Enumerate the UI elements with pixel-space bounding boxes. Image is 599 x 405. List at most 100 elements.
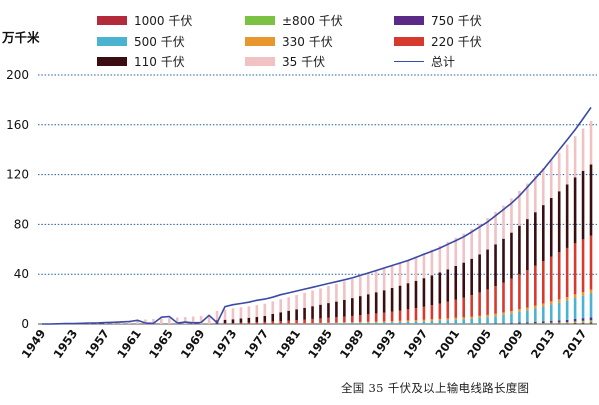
bar-2000-series-5 [446,301,450,319]
bar-2005-series-7 [486,218,489,250]
bar-1965-series-7 [168,318,171,324]
chart-caption: 全国 35 千伏及以上输电线路长度图 [341,381,530,395]
legend-item-35kv: 35 千伏 [245,53,325,69]
x-tick-label-1997: 1997 [401,327,431,361]
y-tick-label-120: 120 [6,168,29,182]
bar-1972-series-5 [223,323,227,324]
bar-1973-series-7 [231,308,235,320]
bar-1979-series-6 [279,312,283,322]
bar-2006-series-7 [494,211,497,245]
bar-1986-series-5 [335,317,338,323]
bar-2011-series-5 [534,265,537,306]
bar-2001-series-4 [454,317,458,320]
bar-2009-series-7 [518,190,521,226]
bar-2011-series-6 [534,212,537,266]
bar-2004-series-3 [478,317,481,324]
bar-1967-series-7 [183,317,187,324]
bar-2002-series-6 [462,262,466,298]
legend-item-total: 总计 [394,53,455,69]
bar-1995-series-7 [406,259,410,284]
bar-1990-series-7 [366,273,370,295]
legend-item-330kv: 330 千伏 [245,33,333,49]
bar-2016-series-3 [573,297,577,319]
x-tick-label-1981: 1981 [273,327,303,361]
bar-2002-series-4 [462,317,466,320]
legend-item-800kv: ±800 千伏 [245,12,343,28]
bar-2008-series-2 [510,323,513,324]
bar-1994-series-6 [398,285,402,311]
bar-2009-series-3 [518,311,521,323]
bar-2017-series-3 [581,295,585,319]
bar-1989-series-6 [358,296,362,316]
bar-2014-series-3 [557,302,561,321]
bar-2007-series-2 [502,323,505,324]
total-line [42,106,592,325]
bar-1995-series-6 [406,283,410,310]
bar-1993-series-5 [390,311,394,322]
bar-1989-series-5 [358,315,362,322]
bar-1990-series-6 [366,294,370,315]
bar-1962-series-7 [144,319,147,324]
bar-1991-series-7 [374,271,378,293]
bar-1992-series-3 [382,322,386,324]
bar-1988-series-4 [351,322,354,324]
bar-2009-series-4 [518,309,521,312]
bar-1991-series-3 [374,322,378,324]
bar-2011-series-2 [534,321,537,324]
bar-2016-series-0 [573,323,577,324]
bar-2003-series-6 [470,258,473,296]
y-tick-label-40: 40 [14,267,29,281]
bar-1987-series-4 [343,322,346,324]
bar-1997-series-3 [422,321,426,324]
bar-1999-series-3 [438,320,442,324]
x-tick-label-1985: 1985 [305,327,335,361]
bar-1982-series-6 [303,307,306,320]
bar-2014-series-2 [557,320,561,323]
bar-2013-series-3 [549,304,553,321]
bar-2012-series-2 [541,321,545,324]
bar-1996-series-5 [414,308,418,321]
bar-2011-series-3 [534,308,537,322]
bar-2016-series-5 [573,243,577,295]
bar-1993-series-6 [390,287,394,312]
bar-2018-series-5 [589,235,593,290]
bar-2013-series-6 [549,198,553,257]
bar-2018-series-0 [589,322,593,324]
legend-swatch-800kv [245,15,275,25]
bar-1983-series-6 [311,306,314,319]
bar-1994-series-7 [398,262,402,286]
bar-1978-series-5 [271,321,275,324]
bar-2003-series-7 [470,229,473,259]
bar-1975-series-7 [247,306,251,318]
bar-2015-series-1 [565,322,569,324]
bar-1996-series-7 [414,256,418,281]
bar-2003-series-3 [470,318,473,324]
bar-2012-series-3 [541,306,545,322]
bar-2006-series-6 [494,244,497,287]
bar-2016-series-6 [573,177,577,244]
legend-swatch-330kv [245,36,275,46]
x-tick-label-2005: 2005 [464,327,494,361]
legend-swatch-35kv [245,56,275,66]
bar-2006-series-3 [494,316,497,324]
bar-1974-series-6 [239,318,243,323]
bar-2017-series-5 [581,239,585,293]
bar-1994-series-4 [398,320,402,323]
bar-2005-series-5 [486,289,489,315]
bar-1985-series-5 [327,317,330,323]
bar-2004-series-4 [478,315,481,318]
bar-1982-series-5 [303,319,306,324]
x-tick-label-1969: 1969 [178,327,208,361]
bar-2017-series-2 [581,318,585,321]
legend-swatch-1000kv [97,15,127,25]
bar-1999-series-4 [438,318,442,321]
x-tick-label-1977: 1977 [241,327,271,361]
bar-2005-series-4 [486,314,489,318]
bar-1985-series-3 [327,323,330,324]
bar-2002-series-3 [462,319,466,324]
bar-2001-series-6 [454,265,458,300]
bar-2008-series-7 [510,198,513,233]
bar-2014-series-1 [557,322,561,324]
bar-1969-series-7 [199,315,203,324]
